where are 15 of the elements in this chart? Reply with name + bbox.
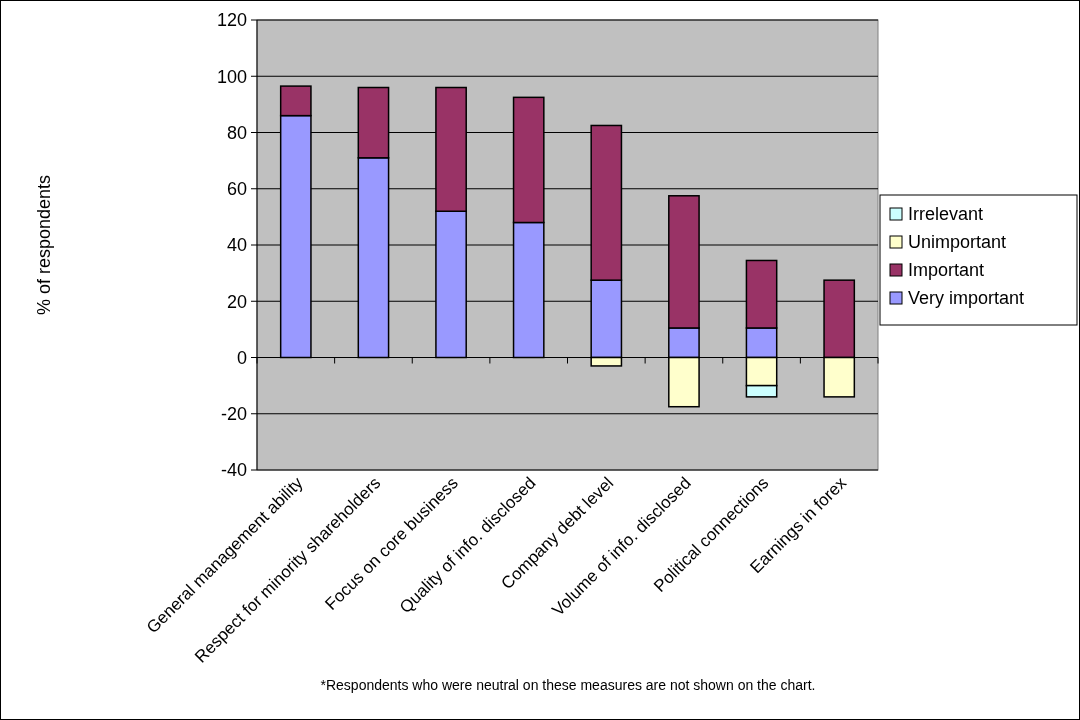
y-axis-title: % of respondents	[34, 174, 54, 316]
text: *Respondents who were neutral on these measures are not shown on the chart.	[320, 677, 816, 693]
y-tick-label: 100	[216, 66, 247, 87]
y-tick-label: 20	[226, 291, 247, 312]
y-tick-label: -20	[220, 404, 247, 425]
y-tick-label: 40	[226, 235, 247, 256]
legend-label: Very important	[908, 288, 1025, 309]
y-tick-label: -40	[220, 460, 247, 481]
y-tick-label: 60	[226, 179, 247, 200]
y-tick-label: 80	[226, 122, 247, 143]
y-tick-label: 0	[236, 347, 247, 368]
legend-label: Irrelevant	[908, 204, 984, 225]
legend-label: Unimportant	[908, 232, 1007, 253]
y-tick-label: 120	[216, 10, 247, 31]
legend-label: Important	[908, 260, 985, 281]
